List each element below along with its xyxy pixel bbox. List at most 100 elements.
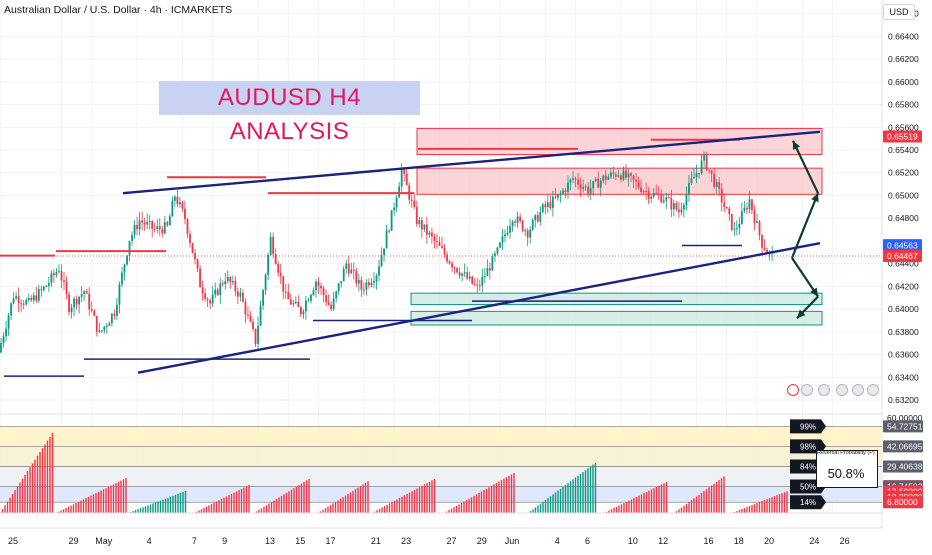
candle-body: [236, 291, 239, 297]
candle-body: [635, 179, 637, 182]
candle: [284, 283, 287, 299]
candle: [572, 171, 574, 184]
candle-body: [645, 191, 648, 193]
candle-body: [247, 314, 249, 316]
candle-body: [509, 226, 511, 233]
candle: [710, 170, 713, 182]
candle-body: [224, 281, 227, 285]
candle: [529, 225, 532, 244]
candle: [622, 166, 625, 182]
candle-body: [239, 292, 242, 297]
candle: [226, 270, 229, 284]
candle-body: [519, 216, 522, 221]
candle: [589, 179, 592, 201]
candle-body: [723, 202, 726, 207]
candle-body: [317, 281, 320, 286]
candle: [347, 256, 350, 278]
candle: [428, 230, 431, 238]
candle-body: [37, 289, 40, 301]
candle: [350, 262, 353, 275]
candle-body: [234, 281, 237, 292]
candle-body: [365, 282, 368, 290]
candle: [133, 220, 136, 239]
reversal-probability-title: Reversal Probability (P): [817, 450, 875, 456]
indicator-tick-label: 54.72751: [887, 421, 923, 431]
candle: [209, 298, 212, 310]
candle: [143, 217, 146, 231]
probability-level-tag: [790, 419, 826, 434]
candle: [307, 297, 310, 302]
probability-band: [0, 446, 882, 467]
candle-body: [541, 204, 544, 212]
candle-body: [511, 221, 514, 227]
candle-body: [12, 298, 15, 304]
analysis-banner: AUDUSD H4 ANALYSIS: [159, 81, 420, 145]
candle-body: [680, 209, 683, 213]
probability-level-tag: [790, 495, 826, 510]
indicator-badge: [883, 460, 923, 473]
candle-body: [405, 173, 408, 186]
candle-body: [748, 199, 751, 210]
candle: [453, 266, 456, 275]
axis-icons: [787, 384, 879, 396]
time-tick-label: 26: [840, 536, 850, 546]
candle: [675, 201, 678, 212]
candle-body: [191, 242, 194, 254]
candle-body: [355, 270, 358, 284]
candle-body: [458, 272, 461, 276]
candle: [259, 300, 262, 327]
candle-body: [209, 300, 212, 304]
candle: [214, 282, 217, 299]
candle-body: [108, 323, 111, 326]
candle-body: [332, 298, 335, 310]
candle: [20, 299, 23, 313]
price-tick-label: 0.63600: [888, 350, 919, 360]
candle-body: [468, 276, 471, 279]
candle: [761, 234, 763, 256]
candle-body: [20, 303, 23, 305]
candle: [110, 312, 113, 327]
candle-body: [50, 273, 53, 283]
candle-body: [531, 219, 534, 230]
time-tick-label: 20: [764, 536, 774, 546]
probability-level-label: 14%: [800, 498, 816, 507]
candle-body: [410, 199, 413, 201]
candle: [584, 184, 587, 192]
candle-body: [557, 194, 559, 198]
arrow-head: [797, 309, 806, 319]
candle-body: [5, 328, 7, 337]
candle-body: [206, 299, 209, 301]
candle: [325, 289, 327, 307]
candle-body: [637, 181, 640, 188]
currency-selector-button[interactable]: USD: [883, 4, 915, 20]
candle-body: [660, 194, 663, 203]
candle-body: [647, 191, 650, 199]
candle-body: [279, 272, 282, 277]
candle: [698, 172, 700, 179]
candle: [579, 177, 582, 198]
time-tick-label: 23: [401, 536, 411, 546]
candle: [481, 268, 484, 293]
candle-body: [738, 223, 741, 229]
candle: [539, 206, 542, 226]
candle: [146, 213, 149, 230]
candle-body: [758, 221, 761, 235]
candle-body: [423, 224, 426, 230]
candle-body: [602, 175, 605, 181]
candle: [373, 272, 375, 289]
candle: [181, 200, 184, 212]
candle: [332, 292, 335, 311]
candle-body: [254, 328, 257, 344]
candle-body: [536, 215, 539, 222]
candle-body: [347, 263, 350, 274]
candle-body: [320, 285, 322, 289]
forecast-arrow-line: [790, 192, 820, 259]
candle-body: [612, 172, 615, 175]
candle: [478, 279, 481, 291]
candle-body: [627, 173, 630, 178]
candle: [415, 200, 418, 227]
price-tick-label: 0.63200: [888, 395, 919, 405]
candle: [683, 202, 685, 218]
candle-body: [559, 193, 562, 195]
candle-body: [466, 272, 469, 279]
